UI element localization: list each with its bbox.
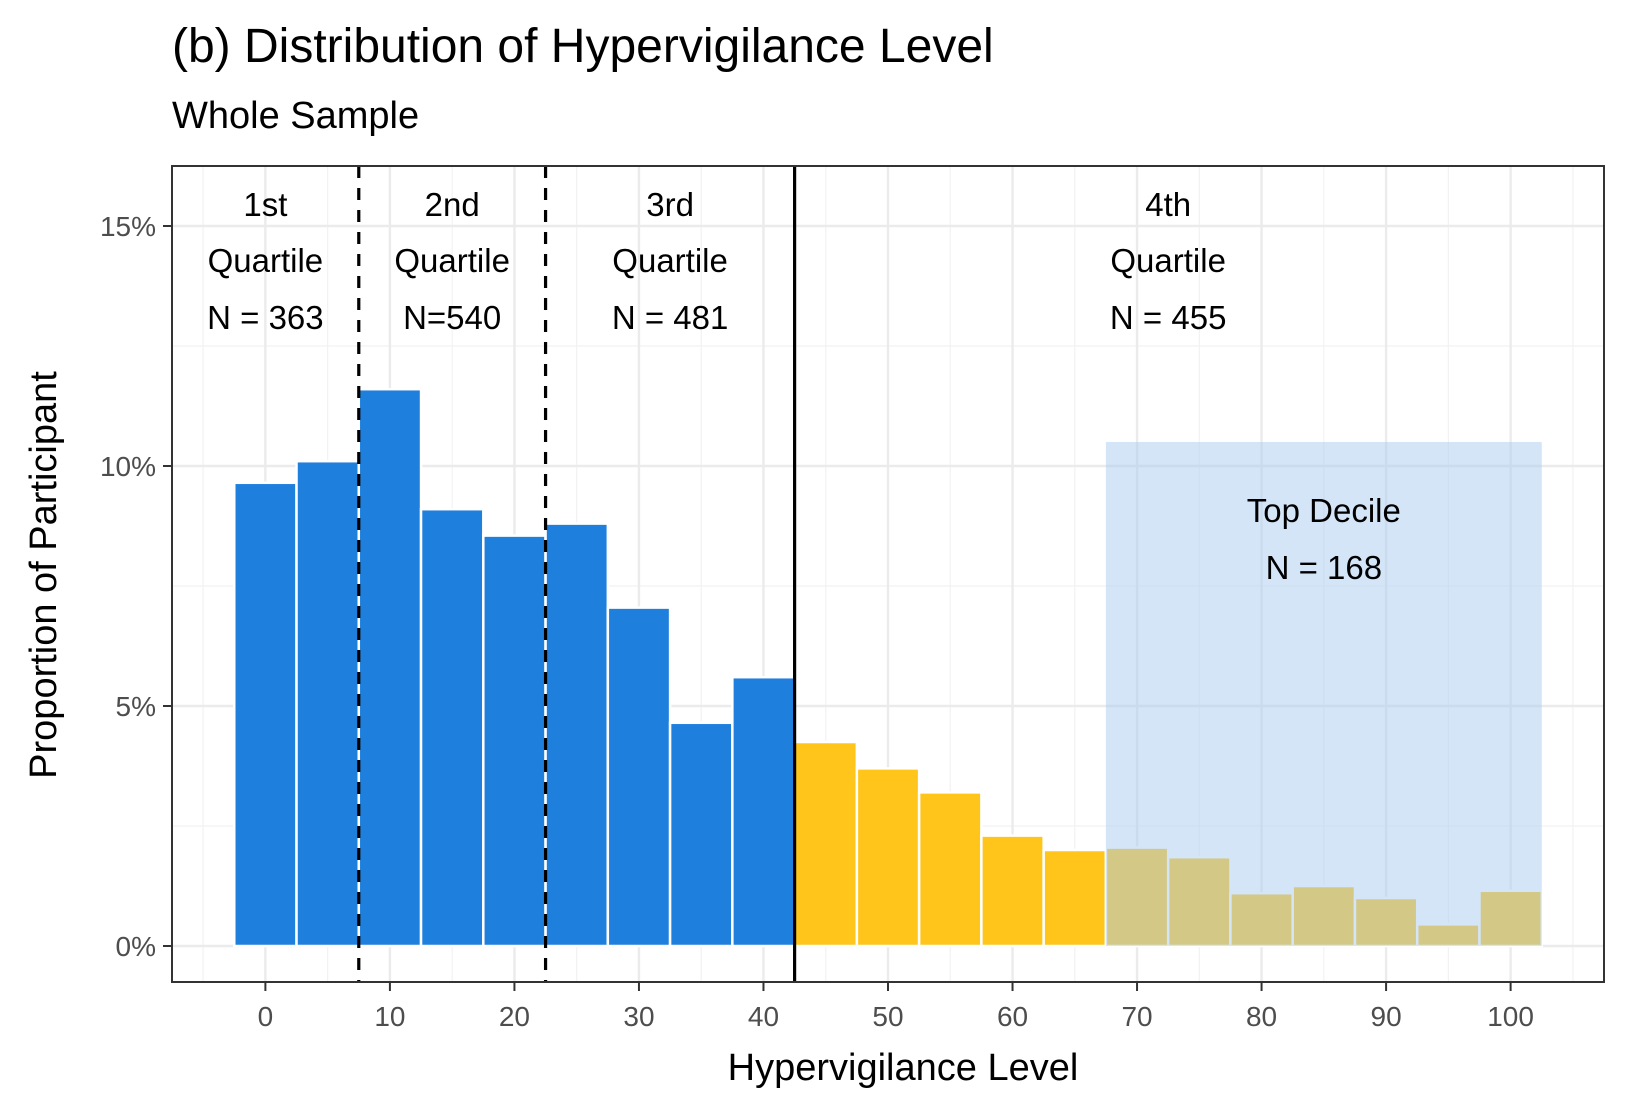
x-tick-label: 90 <box>1371 1001 1402 1032</box>
histogram-bar <box>357 387 423 948</box>
quartile-label: 3rd <box>646 186 694 223</box>
x-tick-label: 20 <box>499 1001 530 1032</box>
x-tick-label: 30 <box>623 1001 654 1032</box>
histogram-bar <box>544 522 610 948</box>
chart-subtitle: Whole Sample <box>172 95 419 137</box>
axis-layer: 0 10 20 30 40 50 60 70 80 90 100 0% 5% 10% 15% <box>100 165 1605 1032</box>
x-tick-label: 50 <box>872 1001 903 1032</box>
histogram-bar <box>793 740 859 948</box>
quartile-label: N = 363 <box>207 299 324 336</box>
y-tick-label: 5% <box>116 691 156 722</box>
histogram-bar <box>731 675 796 948</box>
x-tick-label: 100 <box>1487 1001 1534 1032</box>
quartile-label: Quartile <box>1110 242 1226 279</box>
quartile-label: Quartile <box>208 242 324 279</box>
y-tick-label: 15% <box>100 211 156 242</box>
top-decile-label: N = 168 <box>1266 549 1383 586</box>
histogram-bar <box>917 791 983 948</box>
quartile-label: 4th <box>1145 186 1191 223</box>
x-tick-label: 40 <box>748 1001 779 1032</box>
histogram-bar <box>855 767 921 948</box>
histogram-bar <box>482 534 547 948</box>
quartile-label: N = 455 <box>1110 299 1227 336</box>
histogram-bar <box>606 606 672 948</box>
quartile-label: N = 481 <box>612 299 729 336</box>
top-decile-label: Top Decile <box>1247 492 1401 529</box>
quartile-label: Quartile <box>612 242 728 279</box>
quartile-label: N=540 <box>403 299 501 336</box>
y-tick-label: 0% <box>116 931 156 962</box>
quartile-label: 1st <box>243 186 287 223</box>
quartile-label: 2nd <box>425 186 480 223</box>
x-tick-label: 80 <box>1246 1001 1277 1032</box>
histogram-bar <box>1042 848 1108 948</box>
x-axis-title: Hypervigilance Level <box>728 1047 1079 1089</box>
y-tick-label: 10% <box>100 451 156 482</box>
x-tick-label: 70 <box>1121 1001 1152 1032</box>
x-tick-label: 10 <box>374 1001 405 1032</box>
top-decile-band <box>1105 442 1542 946</box>
histogram-bar <box>419 507 485 948</box>
quartile-label: Quartile <box>394 242 510 279</box>
quartile-lines-layer <box>357 166 797 982</box>
histogram-bar <box>668 721 734 948</box>
histogram-bar <box>295 459 361 948</box>
annotation-layer: 1st Quartile N = 363 2nd Quartile N=540 3rd Qua… <box>207 186 1401 586</box>
x-tick-label: 0 <box>258 1001 274 1032</box>
y-axis-title: Proportion of Participant <box>23 371 65 779</box>
x-tick-label: 60 <box>997 1001 1028 1032</box>
overlay-layer <box>1105 442 1542 946</box>
histogram-bar <box>980 834 1045 948</box>
histogram-bar <box>233 481 298 948</box>
chart-title: (b) Distribution of Hypervigilance Level <box>172 20 994 73</box>
